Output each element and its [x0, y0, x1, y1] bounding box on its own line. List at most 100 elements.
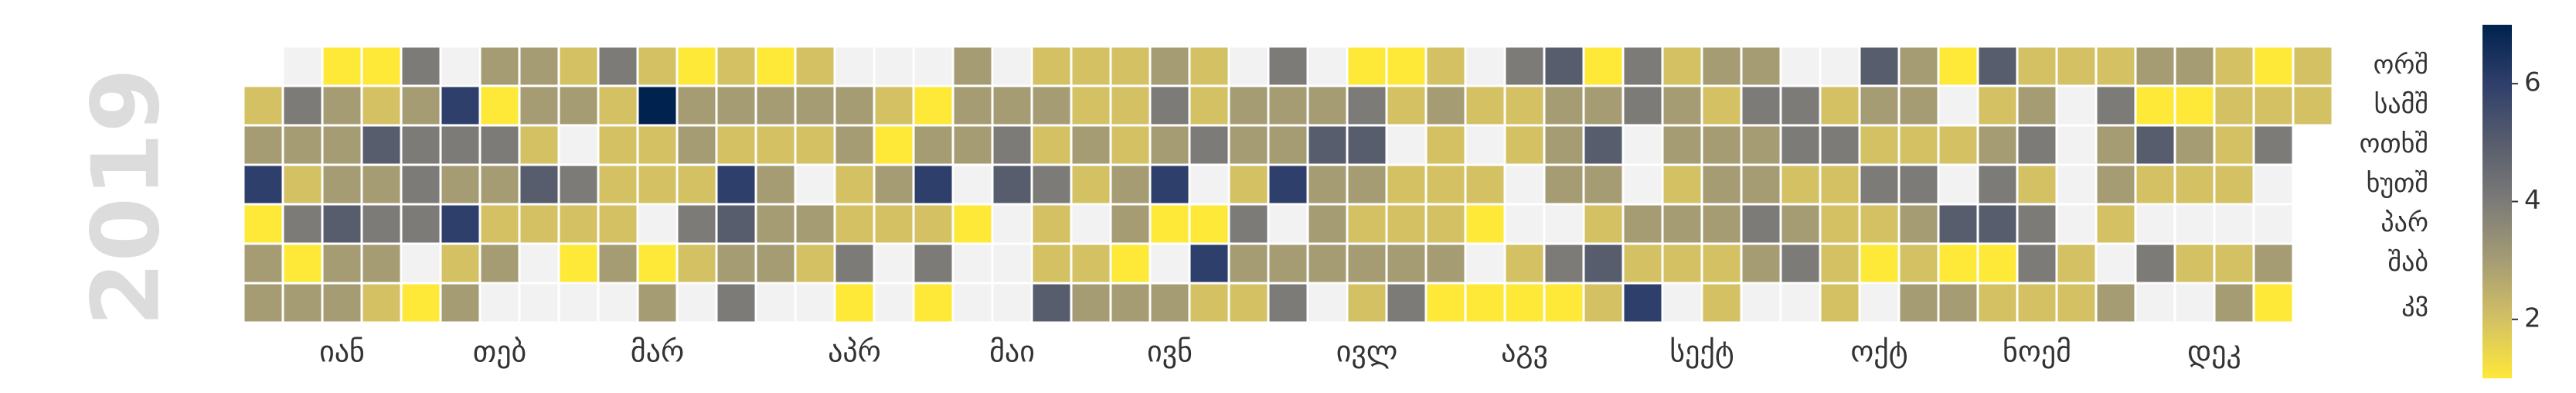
- empty-day: [1070, 203, 1112, 245]
- day-cell: [1030, 282, 1073, 324]
- day-cell: [1582, 45, 1625, 87]
- day-cell: [1543, 242, 1585, 285]
- empty-day: [991, 242, 1033, 285]
- day-cell: [1109, 163, 1152, 206]
- day-cell: [1740, 84, 1782, 127]
- day-cell: [1858, 203, 1901, 245]
- day-cell: [1148, 124, 1191, 166]
- day-cell: [1543, 124, 1585, 166]
- day-cell: [439, 84, 482, 127]
- day-cell: [2252, 124, 2295, 166]
- year-label: 2019: [73, 68, 181, 326]
- day-cell: [1740, 124, 1782, 166]
- day-cell: [1740, 45, 1782, 87]
- day-cell: [400, 124, 442, 166]
- day-cell: [400, 282, 442, 324]
- day-cell: [1503, 124, 1546, 166]
- day-cell: [1306, 124, 1349, 166]
- day-cell: [2016, 84, 2058, 127]
- colorbar-tick-label: 2: [2524, 302, 2541, 333]
- day-cell: [715, 163, 757, 206]
- day-cell: [1543, 163, 1585, 206]
- empty-day: [636, 203, 679, 245]
- day-cell: [1424, 282, 1467, 324]
- day-cell: [675, 163, 718, 206]
- empty-day: [1740, 282, 1782, 324]
- day-cell: [1109, 45, 1152, 87]
- day-cell: [2094, 124, 2137, 166]
- weekday-label: ოთხშ: [2360, 128, 2428, 159]
- empty-day: [1779, 45, 1822, 87]
- day-cell: [991, 124, 1033, 166]
- day-cell: [1740, 163, 1782, 206]
- day-cell: [2173, 163, 2216, 206]
- day-cell: [715, 124, 757, 166]
- day-cell: [2134, 124, 2176, 166]
- day-cell: [1109, 203, 1152, 245]
- day-cell: [2213, 242, 2255, 285]
- day-cell: [1661, 163, 1703, 206]
- day-cell: [597, 242, 639, 285]
- empty-day: [991, 45, 1033, 87]
- day-cell: [1740, 242, 1782, 285]
- day-cell: [833, 84, 876, 127]
- day-cell: [1346, 282, 1388, 324]
- day-cell: [360, 163, 403, 206]
- day-cell: [1030, 45, 1073, 87]
- day-cell: [1030, 203, 1073, 245]
- day-cell: [1030, 242, 1073, 285]
- day-cell: [754, 242, 797, 285]
- day-cell: [2134, 84, 2176, 127]
- day-cell: [715, 282, 757, 324]
- empty-day: [951, 282, 994, 324]
- day-cell: [675, 242, 718, 285]
- weekday-label: ორშ: [2374, 50, 2428, 80]
- day-cell: [360, 84, 403, 127]
- month-label: ივნ: [1147, 335, 1193, 369]
- empty-day: [1621, 163, 1664, 206]
- day-cell: [518, 84, 560, 127]
- day-cell: [1385, 242, 1428, 285]
- day-cell: [991, 84, 1033, 127]
- empty-day: [794, 282, 836, 324]
- day-cell: [833, 163, 876, 206]
- day-cell: [1346, 242, 1388, 285]
- day-cell: [636, 242, 679, 285]
- day-cell: [912, 124, 955, 166]
- day-cell: [1267, 282, 1309, 324]
- day-cell: [2055, 242, 2098, 285]
- day-cell: [1661, 124, 1703, 166]
- day-cell: [1188, 84, 1230, 127]
- day-cell: [321, 242, 363, 285]
- day-cell: [1346, 45, 1388, 87]
- day-cell: [242, 242, 284, 285]
- day-cell: [1976, 45, 2019, 87]
- day-cell: [242, 203, 284, 245]
- empty-day: [1464, 124, 1506, 166]
- day-cell: [321, 84, 363, 127]
- day-cell: [1148, 282, 1191, 324]
- day-cell: [1148, 84, 1191, 127]
- day-cell: [754, 124, 797, 166]
- day-cell: [873, 84, 915, 127]
- day-cell: [439, 242, 482, 285]
- day-cell: [1779, 84, 1822, 127]
- day-cell: [1109, 282, 1152, 324]
- day-cell: [360, 203, 403, 245]
- day-cell: [794, 84, 836, 127]
- day-cell: [1779, 124, 1822, 166]
- empty-day: [1543, 203, 1585, 245]
- day-cell: [1227, 163, 1270, 206]
- day-cell: [518, 203, 560, 245]
- day-cell: [754, 84, 797, 127]
- day-cell: [1897, 84, 1940, 127]
- day-cell: [1070, 282, 1112, 324]
- day-cell: [1582, 163, 1625, 206]
- day-cell: [242, 84, 284, 127]
- day-cell: [478, 163, 521, 206]
- day-cell: [557, 163, 600, 206]
- day-cell: [1858, 45, 1901, 87]
- day-cell: [1070, 84, 1112, 127]
- day-cell: [2213, 124, 2255, 166]
- empty-day: [1937, 84, 1979, 127]
